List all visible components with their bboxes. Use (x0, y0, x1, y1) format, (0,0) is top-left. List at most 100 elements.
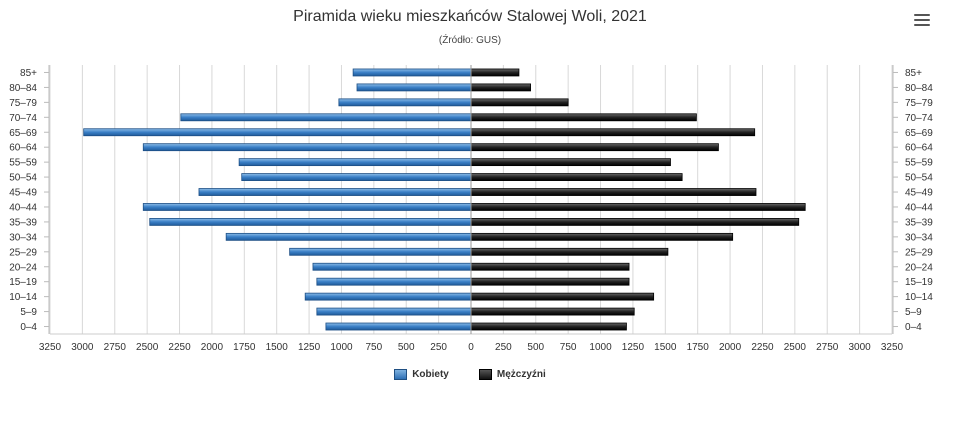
bar-mezczyzni[interactable] (470, 232, 734, 241)
bar-kobiety[interactable] (225, 232, 472, 241)
bar-mezczyzni[interactable] (470, 128, 756, 137)
bar-kobiety[interactable] (238, 158, 472, 167)
x-tick-label: 750 (560, 342, 577, 353)
y-category-label-left: 0–4 (20, 322, 37, 333)
bar-mezczyzni[interactable] (470, 143, 719, 152)
bar-kobiety[interactable] (241, 173, 472, 181)
y-category-label-left: 45–49 (9, 188, 37, 199)
bar-mezczyzni[interactable] (470, 83, 531, 92)
population-pyramid-chart: 3250 3000 2750 2500 2250 2000 1750 1500 1250 1000… (9, 65, 933, 353)
chart-title: Piramida wieku mieszkańców Stalowej Woli… (293, 8, 647, 25)
x-tick-label: 0 (468, 342, 474, 353)
bar-mezczyzni[interactable] (470, 247, 669, 256)
bar-kobiety[interactable] (356, 83, 472, 92)
bar-mezczyzni[interactable] (470, 322, 627, 331)
y-category-label-left: 10–14 (9, 292, 37, 303)
y-category-label-right: 40–44 (905, 202, 933, 213)
y-category-label-right: 0–4 (905, 322, 922, 333)
bar-kobiety[interactable] (149, 218, 472, 226)
x-tick-label: 2000 (201, 342, 224, 353)
y-category-label-left: 20–24 (9, 262, 37, 273)
y-category-label-right: 65–69 (905, 128, 933, 139)
legend: Kobiety Mężczyźni (0, 369, 940, 380)
hamburger-menu-icon[interactable] (913, 12, 931, 28)
bar-mezczyzni[interactable] (470, 68, 520, 77)
y-category-label-left: 15–19 (9, 277, 37, 288)
x-tick-label: 250 (430, 342, 447, 353)
bar-kobiety[interactable] (312, 262, 472, 271)
x-tick-label: 500 (527, 342, 544, 353)
y-category-label-right: 60–64 (905, 143, 933, 154)
bar-mezczyzni[interactable] (470, 292, 655, 301)
y-category-label-right: 50–54 (905, 173, 933, 184)
legend-label-kobiety: Kobiety (412, 369, 449, 380)
bar-kobiety[interactable] (338, 98, 472, 107)
x-tick-label: 1750 (233, 342, 256, 353)
bar-mezczyzni[interactable] (470, 203, 806, 211)
x-tick-label: 3250 (881, 342, 904, 353)
y-category-label-left: 85+ (20, 68, 37, 79)
chart-subtitle: (Źródło: GUS) (438, 35, 502, 46)
y-category-label-right: 35–39 (905, 217, 933, 228)
bar-mezczyzni[interactable] (470, 113, 697, 122)
legend-label-mezczyzni: Mężczyźni (496, 369, 546, 380)
bar-mezczyzni[interactable] (470, 277, 630, 286)
bar-mezczyzni[interactable] (470, 307, 635, 316)
x-tick-label: 750 (366, 342, 383, 353)
y-category-label-left: 70–74 (9, 113, 37, 124)
x-tick-label: 1500 (654, 342, 677, 353)
bar-mezczyzni[interactable] (470, 173, 683, 181)
bar-kobiety[interactable] (304, 292, 472, 301)
y-category-label-left: 40–44 (9, 202, 37, 213)
x-tick-label: 2750 (816, 342, 839, 353)
bar-mezczyzni[interactable] (470, 98, 569, 107)
x-tick-label: 3000 (848, 342, 871, 353)
bar-kobiety[interactable] (352, 68, 472, 77)
bar-kobiety[interactable] (289, 247, 472, 256)
y-category-label-right: 5–9 (905, 307, 922, 318)
bar-kobiety[interactable] (316, 277, 472, 286)
bar-kobiety[interactable] (316, 307, 472, 316)
bar-mezczyzni[interactable] (470, 158, 671, 167)
bar-kobiety[interactable] (142, 203, 472, 211)
bar-kobiety[interactable] (142, 143, 472, 152)
y-category-label-right: 55–59 (905, 158, 933, 169)
bar-mezczyzni[interactable] (470, 218, 800, 226)
y-category-label-right: 10–14 (905, 292, 933, 303)
legend-swatch-mezczyzni (478, 369, 492, 380)
x-tick-label: 1250 (622, 342, 645, 353)
x-tick-label: 250 (495, 342, 512, 353)
legend-item-mezczyzni[interactable]: Mężczyźni (478, 369, 546, 380)
y-category-label-right: 45–49 (905, 188, 933, 199)
x-tick-label: 1750 (687, 342, 710, 353)
y-category-label-right: 20–24 (905, 262, 933, 273)
bar-kobiety[interactable] (198, 188, 472, 196)
bar-kobiety[interactable] (83, 128, 472, 137)
bar-kobiety[interactable] (180, 113, 472, 122)
y-category-label-left: 30–34 (9, 232, 37, 243)
x-tick-label: 2500 (784, 342, 807, 353)
x-tick-label: 2500 (136, 342, 159, 353)
y-category-label-right: 15–19 (905, 277, 933, 288)
x-tick-label: 2000 (719, 342, 742, 353)
y-category-label-right: 70–74 (905, 113, 933, 124)
x-tick-label: 2250 (751, 342, 774, 353)
x-tick-label: 1000 (330, 342, 353, 353)
bar-kobiety[interactable] (325, 322, 472, 331)
y-category-label-right: 85+ (905, 68, 922, 79)
bar-mezczyzni[interactable] (470, 262, 630, 271)
y-category-label-left: 65–69 (9, 128, 37, 139)
bar-mezczyzni[interactable] (470, 188, 757, 196)
y-category-label-left: 50–54 (9, 173, 37, 184)
x-tick-label: 2750 (104, 342, 127, 353)
x-tick-label: 1500 (266, 342, 289, 353)
y-category-label-left: 25–29 (9, 247, 37, 258)
y-category-label-left: 60–64 (9, 143, 37, 154)
y-category-label-left: 55–59 (9, 158, 37, 169)
x-tick-label: 3000 (71, 342, 94, 353)
y-category-label-right: 25–29 (905, 247, 933, 258)
legend-item-kobiety[interactable]: Kobiety (394, 369, 449, 380)
legend-swatch-kobiety (394, 369, 408, 380)
y-category-label-left: 5–9 (20, 307, 37, 318)
x-tick-label: 1000 (589, 342, 612, 353)
